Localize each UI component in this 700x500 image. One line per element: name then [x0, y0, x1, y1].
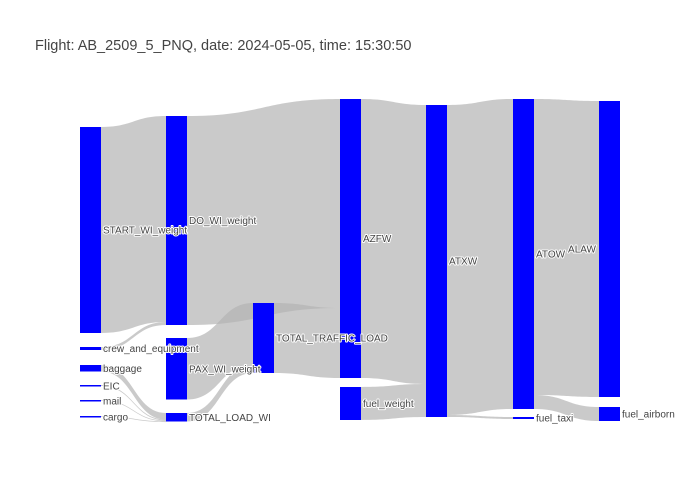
- node-fuel_airborn[interactable]: [599, 407, 620, 421]
- link-crew_and_equipment-to-DO_WI_weight[interactable]: [101, 322, 166, 350]
- node-TOTAL_TRAFFIC_LOAD[interactable]: [253, 303, 274, 373]
- node-label-fuel_airborn: fuel_airborn: [622, 410, 675, 421]
- node-EIC[interactable]: [80, 385, 101, 387]
- node-mail[interactable]: [80, 400, 101, 402]
- link-PAX_WI_weight-to-TOTAL_TRAFFIC_LOAD[interactable]: [187, 303, 253, 400]
- node-AZFW[interactable]: [340, 99, 361, 378]
- link-TOTAL_LOAD_WI-to-TOTAL_TRAFFIC_LOAD[interactable]: [187, 364, 253, 422]
- link-AZFW-to-ATXW[interactable]: [361, 99, 426, 384]
- node-label-TOTAL_LOAD_WI: TOTAL_LOAD_WI: [189, 413, 271, 424]
- node-label-cargo: cargo: [103, 412, 128, 423]
- node-crew_and_equipment[interactable]: [80, 347, 101, 350]
- node-TOTAL_LOAD_WI[interactable]: [166, 413, 187, 422]
- node-label-ATXW: ATXW: [449, 257, 478, 268]
- node-label-fuel_taxi: fuel_taxi: [536, 414, 573, 425]
- link-START_WI_weight-to-DO_WI_weight[interactable]: [101, 116, 166, 333]
- link-EIC-to-TOTAL_LOAD_WI[interactable]: [101, 385, 166, 421]
- link-baggage-to-TOTAL_LOAD_WI[interactable]: [101, 365, 166, 420]
- node-label-TOTAL_TRAFFIC_LOAD: TOTAL_TRAFFIC_LOAD: [276, 334, 388, 345]
- link-ATXW-to-ATOW[interactable]: [447, 99, 513, 415]
- node-label-crew_and_equipment: crew_and_equipment: [103, 344, 199, 355]
- link-ATXW-to-fuel_taxi[interactable]: [447, 415, 513, 419]
- node-label-PAX_WI_weight: PAX_WI_weight: [189, 364, 261, 375]
- node-label-mail: mail: [103, 396, 121, 407]
- link-cargo-to-TOTAL_LOAD_WI[interactable]: [101, 416, 166, 423]
- node-label-ALAW: ALAW: [568, 245, 597, 256]
- sankey-node-labels: START_WI_weight crew_and_equipmentbaggage…: [102, 215, 676, 426]
- node-ALAW[interactable]: [599, 101, 620, 397]
- node-PAX_WI_weight[interactable]: [166, 338, 187, 400]
- sankey-nodes: [80, 99, 620, 422]
- link-mail-to-TOTAL_LOAD_WI[interactable]: [101, 400, 166, 422]
- link-DO_WI_weight-to-AZFW[interactable]: [187, 99, 340, 325]
- node-DO_WI_weight[interactable]: [166, 116, 187, 325]
- node-fuel_taxi[interactable]: [513, 417, 534, 419]
- node-cargo[interactable]: [80, 416, 101, 418]
- link-ATOW-to-ALAW[interactable]: [534, 99, 599, 397]
- node-label-DO_WI_weight: DO_WI_weight: [189, 216, 256, 227]
- node-ATOW[interactable]: [513, 99, 534, 409]
- link-TOTAL_TRAFFIC_LOAD-to-AZFW[interactable]: [274, 303, 340, 378]
- node-label-baggage: baggage: [103, 364, 142, 375]
- node-label-EIC: EIC: [103, 381, 120, 392]
- node-baggage[interactable]: [80, 365, 101, 372]
- link-fuel_weight-to-ATXW[interactable]: [361, 384, 426, 420]
- node-label-fuel_weight: fuel_weight: [363, 399, 414, 410]
- sankey-links: [101, 99, 599, 423]
- node-ATXW[interactable]: [426, 105, 447, 417]
- chart-title: Flight: AB_2509_5_PNQ, date: 2024-05-05,…: [35, 38, 411, 54]
- node-label-ATOW: ATOW: [536, 250, 566, 261]
- node-START_WI_weight[interactable]: [80, 127, 101, 333]
- node-fuel_weight[interactable]: [340, 387, 361, 420]
- link-ATOW-to-fuel_airborn[interactable]: [534, 395, 599, 421]
- node-label-AZFW: AZFW: [363, 234, 392, 245]
- node-label-START_WI_weight: START_WI_weight: [103, 226, 187, 237]
